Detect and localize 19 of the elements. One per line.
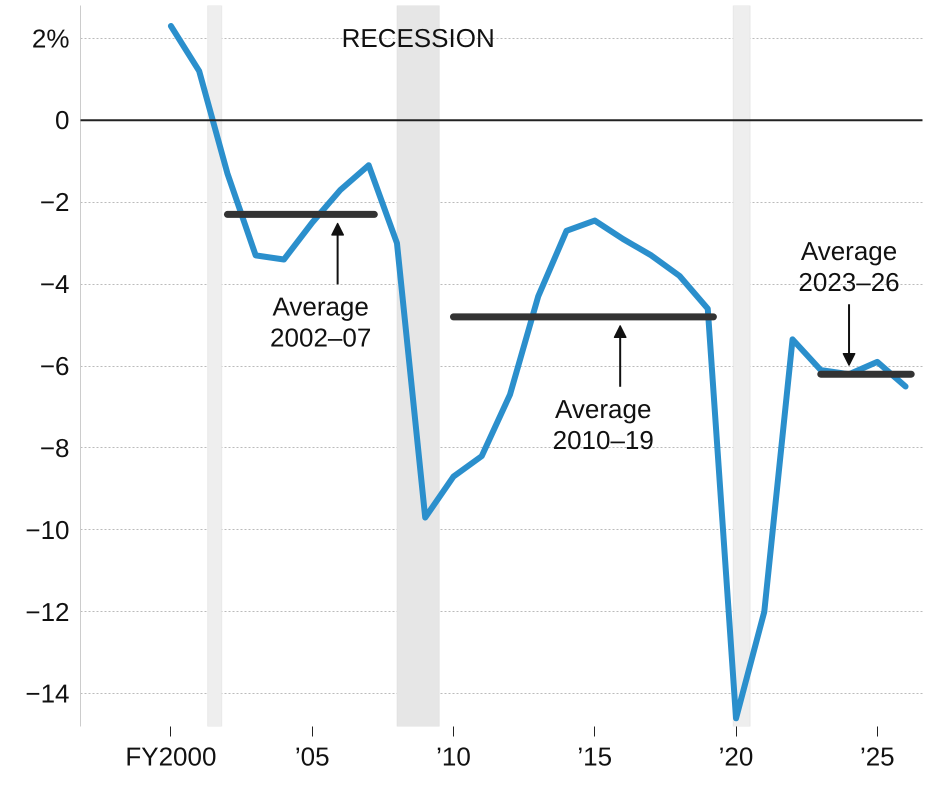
annotation: Average 2010–19 — [552, 394, 654, 455]
y-tick-label: −8 — [40, 432, 70, 463]
x-tick-label: ’05 — [294, 742, 330, 772]
x-tick-label: ’25 — [860, 742, 895, 772]
x-tick-label: ’15 — [577, 742, 612, 772]
x-tick-label: ’20 — [718, 742, 754, 772]
y-tick-label: −14 — [25, 678, 70, 709]
y-tick-label: −6 — [40, 351, 70, 381]
x-tick-label: FY2000 — [125, 742, 216, 772]
band-label: RECESSION — [342, 22, 495, 53]
annotation: Average 2002–07 — [270, 292, 372, 353]
y-tick-label: −4 — [40, 269, 70, 300]
y-tick-label: 0 — [55, 105, 70, 136]
x-tick-label: ’10 — [436, 742, 471, 772]
y-tick-label: −10 — [25, 514, 70, 545]
annotation: Average 2023–26 — [798, 236, 900, 298]
y-tick-label: 2% — [32, 23, 70, 54]
y-tick-label: −12 — [25, 596, 70, 627]
y-tick-label: −2 — [40, 187, 70, 218]
